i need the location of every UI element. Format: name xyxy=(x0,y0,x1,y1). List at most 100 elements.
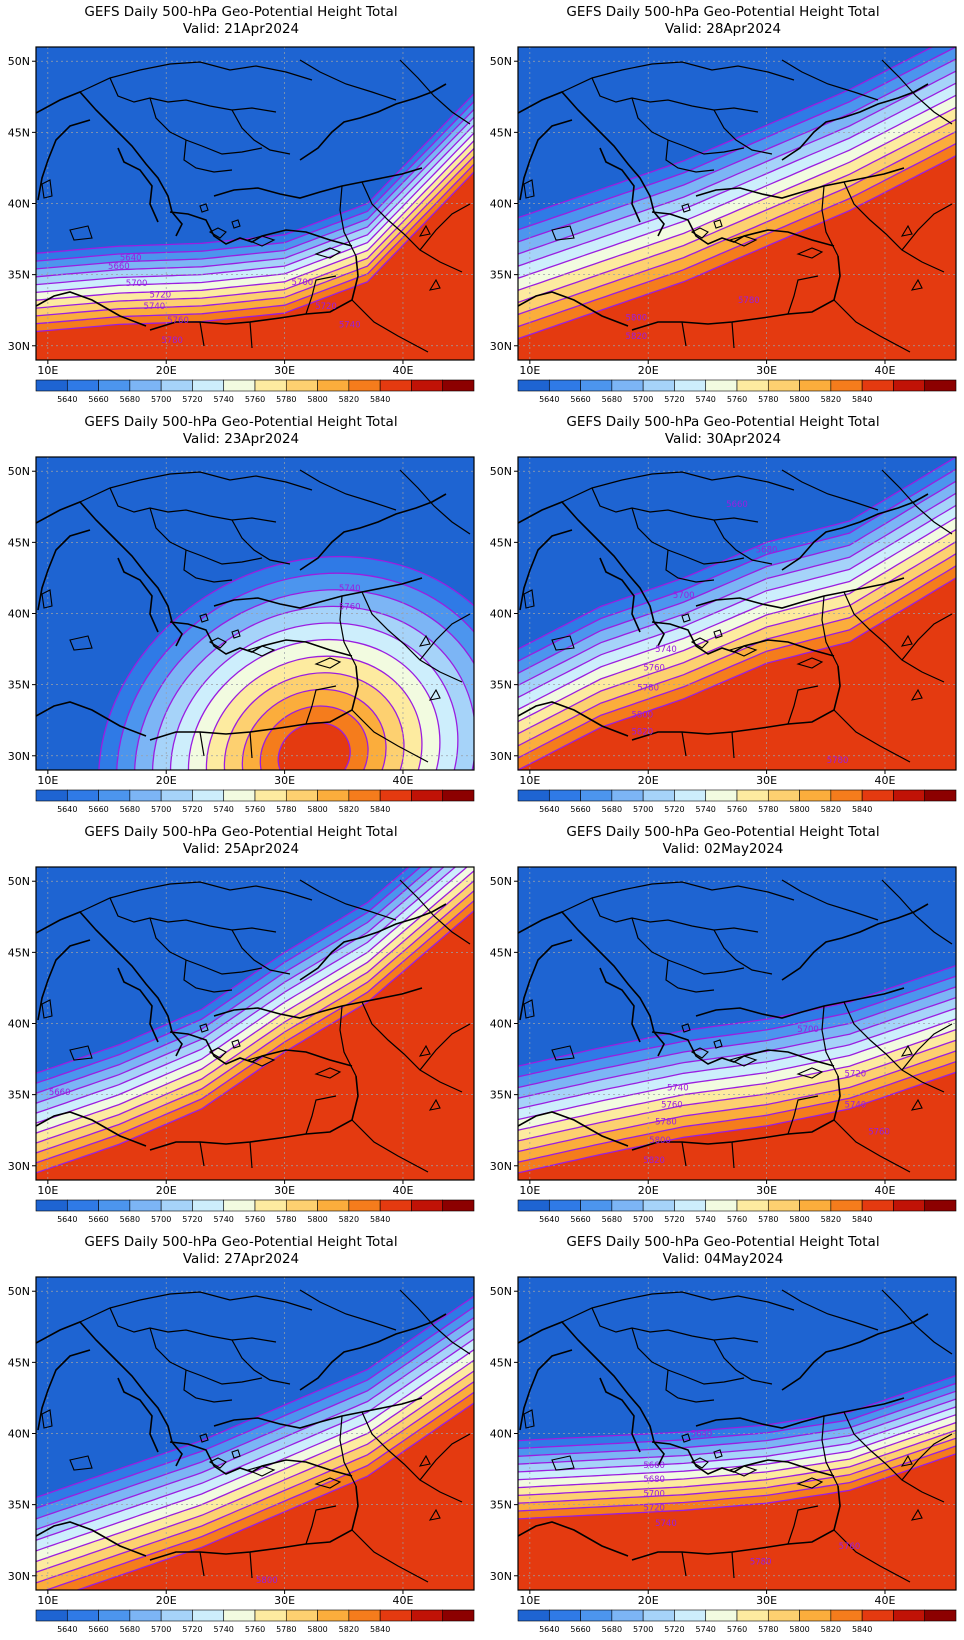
coastline xyxy=(169,1441,353,1477)
contour-5680 xyxy=(36,108,474,270)
country-border xyxy=(79,471,313,503)
lon-tick-label: 10E xyxy=(37,1184,58,1197)
coastline xyxy=(518,1111,629,1147)
colorbar-label: 5700 xyxy=(151,395,171,404)
coastline xyxy=(519,1349,573,1431)
coastline xyxy=(651,1031,835,1067)
colorbar-swatch xyxy=(830,1199,863,1212)
contour-label: 5800 xyxy=(256,1576,278,1586)
colorbar-swatch xyxy=(736,789,769,802)
colorbar-label: 5660 xyxy=(88,395,108,404)
lon-tick-label: 40E xyxy=(392,1594,413,1607)
contour-label: 5680 xyxy=(643,1475,665,1485)
island xyxy=(69,635,93,651)
contour-5760 xyxy=(36,870,474,1134)
lat-tick-label: 45N xyxy=(490,536,512,549)
contour-5640 xyxy=(518,1374,956,1442)
panel-valid-date: Valid: 04May2024 xyxy=(662,1251,784,1267)
contour-5640 xyxy=(98,555,474,770)
colorbar-swatch xyxy=(379,789,412,802)
colorbar-swatch xyxy=(736,1199,769,1212)
colorbar-swatch xyxy=(317,1199,350,1212)
colorbar-swatch xyxy=(254,1609,287,1622)
island xyxy=(551,225,575,241)
island xyxy=(796,1067,824,1079)
colorbar-swatch xyxy=(98,1609,131,1622)
country-border xyxy=(79,881,313,913)
contour-5840 xyxy=(75,1402,474,1590)
colorbar: 5640 5660 5680 5700 5720 5740 5760 5780 5800 5820… xyxy=(35,1199,475,1224)
country-border xyxy=(339,1005,357,1077)
lat-tick-label: 50N xyxy=(8,1285,30,1298)
coastline xyxy=(781,1313,929,1391)
country-border xyxy=(361,1411,463,1503)
colorbar-label: 5820 xyxy=(339,1625,359,1634)
island xyxy=(681,1023,691,1033)
country-border xyxy=(149,1327,263,1385)
colorbar-swatch xyxy=(285,789,318,802)
country-border xyxy=(149,97,263,155)
colorbar-label: 5820 xyxy=(339,805,359,814)
island xyxy=(69,225,93,241)
island xyxy=(231,1039,241,1049)
contour-5680 xyxy=(36,867,434,1094)
coastline xyxy=(36,291,147,327)
coastline xyxy=(149,255,359,331)
country-border xyxy=(681,1119,911,1173)
island xyxy=(428,688,441,701)
colorbar-label: 5700 xyxy=(151,1625,171,1634)
lat-tick-label: 45N xyxy=(490,126,512,139)
colorbar-swatch xyxy=(893,789,926,802)
map-panel-25Apr2024: GEFS Daily 500-hPa Geo-Potential Height … xyxy=(0,820,482,1230)
colorbar-swatch xyxy=(517,789,550,802)
country-border xyxy=(843,1411,945,1503)
contour-5840 xyxy=(518,577,956,770)
island xyxy=(681,613,691,623)
colorbar-swatch xyxy=(799,789,832,802)
colorbar-label: 5660 xyxy=(570,1625,590,1634)
contour-label: 5780 xyxy=(738,296,760,306)
country-border xyxy=(339,1415,357,1487)
colorbar-label: 5840 xyxy=(370,1215,390,1224)
colorbar-label: 5640 xyxy=(57,1625,77,1634)
contour-label: 5760 xyxy=(868,1128,890,1138)
contour-5700 xyxy=(518,492,956,687)
colorbar-swatch xyxy=(442,379,475,392)
contour-label: 5740 xyxy=(667,1084,689,1094)
coastline xyxy=(36,91,183,237)
contour-label: 5760 xyxy=(643,664,665,674)
lat-tick-label: 40N xyxy=(490,1428,512,1441)
colorbar-swatch xyxy=(861,1609,894,1622)
colorbar-label: 5780 xyxy=(758,1625,778,1634)
lat-tick-label: 50N xyxy=(8,465,30,478)
country-border xyxy=(339,185,357,257)
coastline xyxy=(599,557,641,633)
contour-5740 xyxy=(518,94,956,279)
colorbar-swatch xyxy=(893,1609,926,1622)
colorbar-label: 5640 xyxy=(539,1215,559,1224)
map-panel-27Apr2024: GEFS Daily 500-hPa Geo-Potential Height … xyxy=(0,1230,482,1640)
coastline xyxy=(169,211,353,247)
colorbar-swatch xyxy=(379,379,412,392)
fill-5840 xyxy=(77,1403,474,1590)
contour-label: 5640 xyxy=(691,1430,713,1440)
island xyxy=(246,1055,276,1067)
map-panel-28Apr2024: GEFS Daily 500-hPa Geo-Potential Height … xyxy=(482,0,964,410)
coastline xyxy=(37,119,91,201)
lon-tick-label: 20E xyxy=(156,1594,177,1607)
contour-5800 xyxy=(518,1050,956,1153)
lat-tick-label: 50N xyxy=(490,465,512,478)
contour-5680 xyxy=(518,480,956,675)
colorbar-label: 5780 xyxy=(758,395,778,404)
panel-title: GEFS Daily 500-hPa Geo-Potential Height … xyxy=(84,414,398,430)
colorbar-label: 5640 xyxy=(539,1625,559,1634)
contour-5700 xyxy=(518,70,956,255)
colorbar: 5640 5660 5680 5700 5720 5740 5760 5780 5800 5820… xyxy=(35,789,475,814)
country-border xyxy=(665,959,715,993)
colorbar-swatch xyxy=(861,1199,894,1212)
country-border xyxy=(299,469,397,511)
island xyxy=(69,1045,93,1061)
colorbar-label: 5700 xyxy=(151,805,171,814)
